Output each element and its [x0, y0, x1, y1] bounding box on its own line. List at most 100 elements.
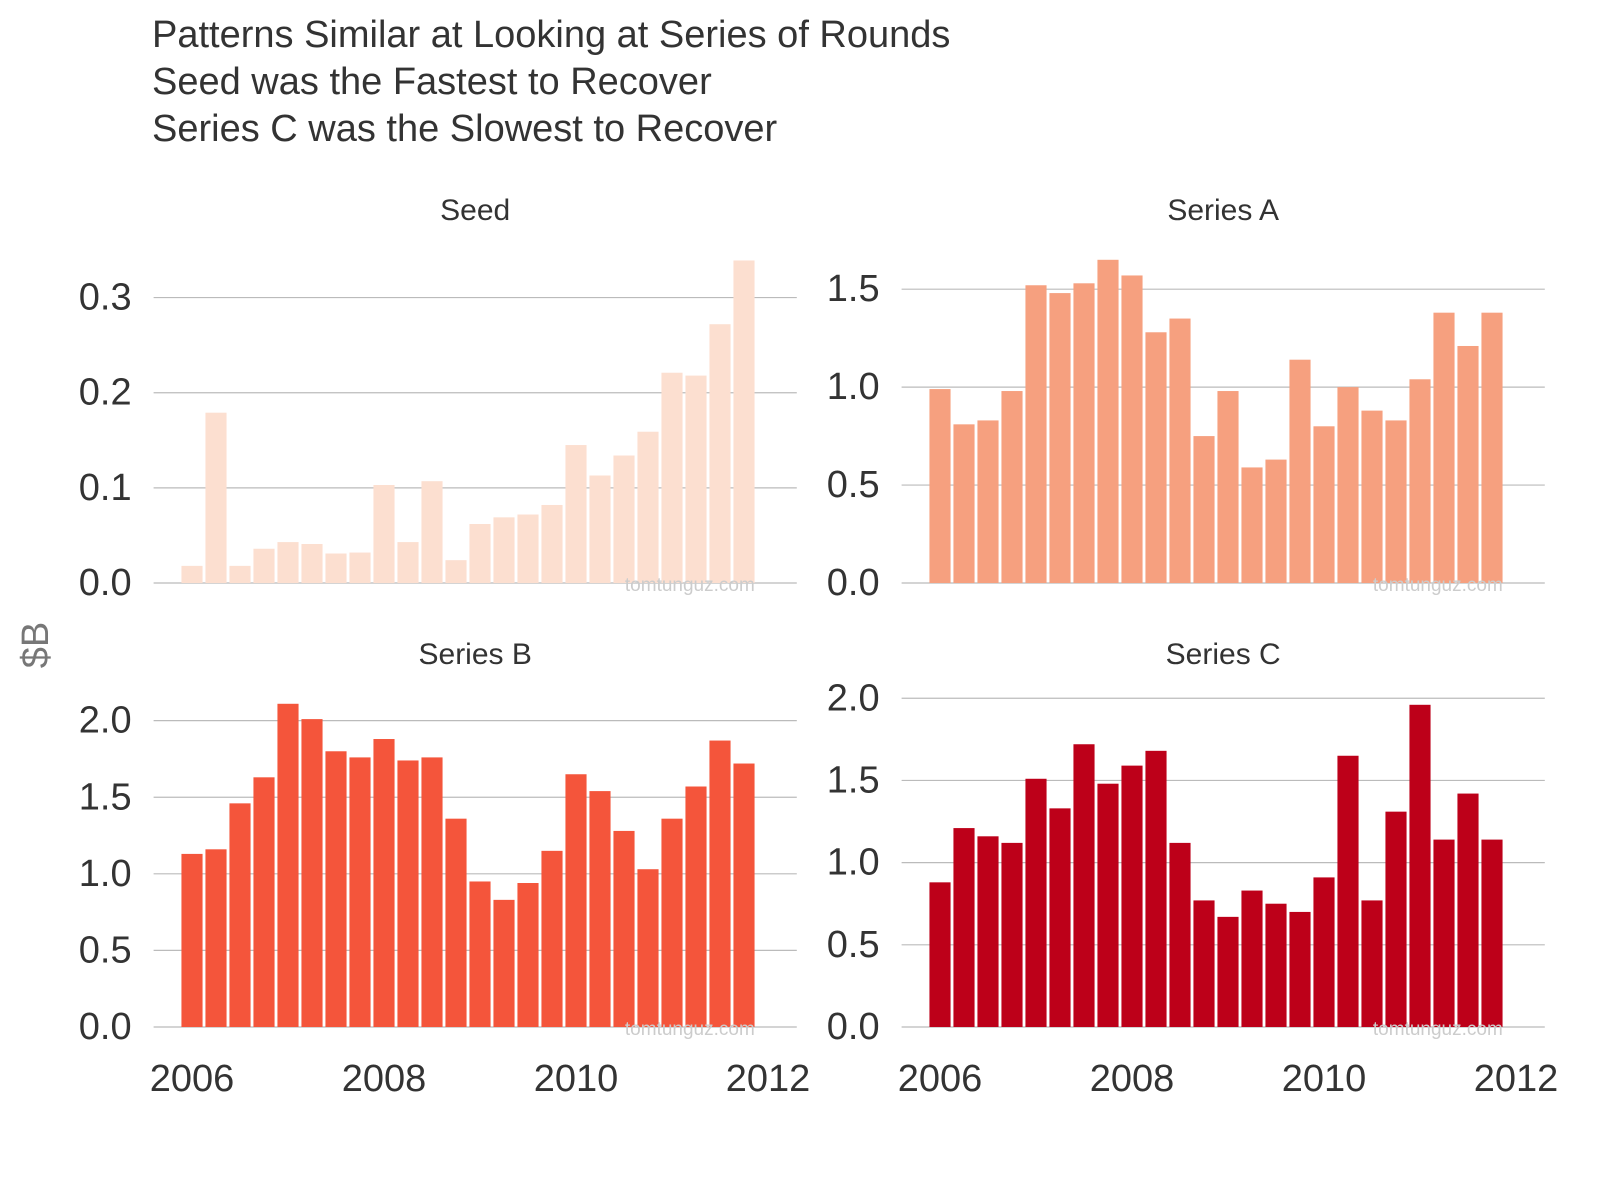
bar: [685, 375, 707, 583]
bar: [1001, 391, 1023, 583]
bar: [1121, 275, 1143, 583]
bar: [977, 836, 999, 1027]
bar: [637, 431, 659, 583]
bar: [1121, 765, 1143, 1027]
bar: [709, 740, 731, 1027]
bar: [1409, 704, 1431, 1027]
y-tick-label: 2.0: [79, 700, 132, 742]
bar: [253, 548, 275, 583]
bar: [277, 542, 299, 583]
bar: [469, 524, 491, 583]
bar: [1481, 839, 1503, 1027]
y-tick-label: 1.0: [827, 842, 880, 884]
bar: [1049, 808, 1071, 1027]
bar: [205, 849, 227, 1027]
bar: [421, 757, 443, 1027]
bar: [397, 760, 419, 1027]
bar: [373, 485, 395, 583]
chart-title: Patterns Similar at Looking at Series of…: [152, 14, 950, 56]
bar: [205, 412, 227, 583]
bar: [929, 389, 951, 583]
bar: [929, 882, 951, 1027]
bar: [733, 763, 755, 1027]
y-tick-label: 1.5: [827, 759, 880, 801]
bar: [1217, 916, 1239, 1027]
y-tick-label: 0.5: [827, 924, 880, 966]
bar: [1289, 359, 1311, 583]
bar: [1169, 842, 1191, 1027]
bar: [1289, 911, 1311, 1027]
y-tick-label: 1.0: [827, 366, 880, 408]
bar: [709, 324, 731, 583]
y-tick-label: 0.2: [79, 372, 132, 414]
bar: [517, 883, 539, 1027]
y-tick-label: 0.0: [79, 1006, 132, 1048]
bar: [1241, 890, 1263, 1027]
bar: [541, 504, 563, 583]
bar: [1025, 285, 1047, 583]
bar: [1049, 293, 1071, 583]
y-tick-label: 0.1: [79, 467, 132, 509]
panel-title: Seed: [440, 194, 510, 227]
x-tick-label: 2012: [1474, 1058, 1559, 1100]
y-tick-label: 0.0: [827, 1006, 880, 1048]
y-tick-label: 1.0: [79, 853, 132, 895]
bar: [301, 719, 323, 1027]
bar: [1169, 318, 1191, 583]
watermark: tomtunguz.com: [1373, 575, 1503, 596]
y-tick-label: 0.3: [79, 277, 132, 319]
bar: [325, 553, 347, 583]
bar: [1265, 459, 1287, 583]
bar: [421, 481, 443, 583]
bar: [1385, 811, 1407, 1027]
bar: [517, 514, 539, 583]
bar: [1193, 436, 1215, 583]
bar: [181, 565, 203, 583]
bar: [1193, 900, 1215, 1027]
y-tick-label: 1.5: [827, 268, 880, 310]
bar: [397, 542, 419, 583]
bar: [661, 372, 683, 583]
bar: [445, 560, 467, 583]
x-tick-label: 2008: [342, 1058, 427, 1100]
bar: [953, 424, 975, 583]
bar: [1361, 410, 1383, 583]
bar: [613, 830, 635, 1027]
bar: [589, 791, 611, 1027]
bar: [1097, 259, 1119, 583]
bar: [349, 757, 371, 1027]
chart-title: Series C was the Slowest to Recover: [152, 108, 777, 150]
bar: [253, 777, 275, 1027]
y-axis-label: $B: [15, 622, 57, 668]
x-tick-label: 2008: [1090, 1058, 1175, 1100]
bar: [661, 818, 683, 1027]
bar: [373, 739, 395, 1027]
x-tick-label: 2006: [898, 1058, 983, 1100]
bar: [637, 869, 659, 1027]
bar: [1001, 842, 1023, 1027]
bar: [277, 703, 299, 1027]
bar: [565, 445, 587, 583]
bar: [1265, 903, 1287, 1027]
watermark: tomtunguz.com: [625, 575, 755, 596]
bar: [349, 552, 371, 583]
bar: [1313, 426, 1335, 583]
bar: [1361, 900, 1383, 1027]
x-tick-label: 2010: [1282, 1058, 1367, 1100]
bar: [229, 803, 251, 1027]
bar: [229, 565, 251, 583]
panel-title: Series A: [1167, 194, 1279, 227]
bar: [1313, 877, 1335, 1027]
y-tick-label: 0.5: [79, 929, 132, 971]
bar: [1097, 783, 1119, 1027]
bar: [181, 853, 203, 1027]
bar: [1337, 387, 1359, 583]
bar: [1433, 312, 1455, 583]
y-tick-label: 2.0: [827, 677, 880, 719]
y-tick-label: 0.0: [827, 562, 880, 604]
panel-title: Series B: [419, 638, 532, 671]
bar: [1457, 345, 1479, 583]
watermark: tomtunguz.com: [625, 1019, 755, 1040]
bar: [1073, 744, 1095, 1027]
bar: [1337, 755, 1359, 1027]
